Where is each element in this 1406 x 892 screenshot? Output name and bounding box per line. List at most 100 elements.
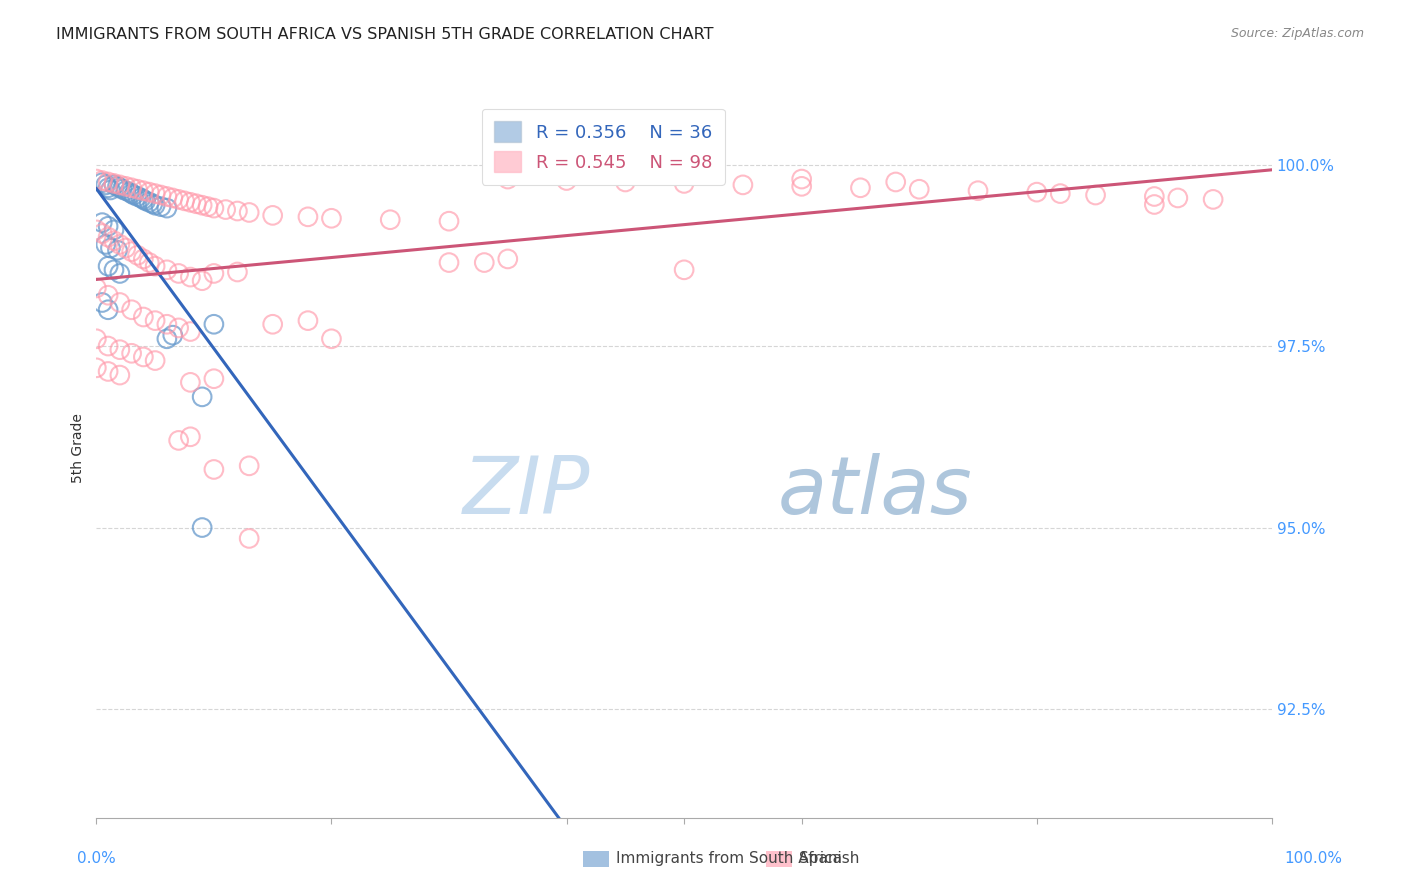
Text: ZIP: ZIP [463,453,591,531]
Point [156,332,179,346]
Point [132,252,155,266]
Point [167,434,190,448]
Point [135,194,157,208]
Point [167,321,190,335]
Point [472,255,495,269]
Point [121,346,143,360]
Point [202,318,225,332]
Point [103,262,125,277]
Point [97,339,120,353]
Point [138,185,160,199]
Point [138,195,160,210]
Point [97,230,120,244]
Point [91,173,114,187]
Text: Immigrants from South Africa: Immigrants from South Africa [616,851,842,865]
Point [1202,193,1225,207]
Point [673,177,696,191]
Point [214,202,236,217]
Point [86,281,108,295]
Point [297,210,319,224]
Point [127,189,149,203]
Point [150,188,173,202]
Point [967,184,990,198]
Point [103,177,125,191]
Point [262,208,284,222]
Point [496,252,519,266]
Point [179,270,201,285]
Point [108,181,131,195]
Point [103,178,125,192]
Point [114,184,136,198]
Point [790,179,813,194]
Point [108,267,131,281]
Point [1143,189,1166,203]
Point [673,262,696,277]
Point [191,274,214,288]
Point [555,173,578,187]
Point [143,186,166,201]
Point [91,295,114,310]
Point [1084,188,1107,202]
Point [91,216,114,230]
Point [108,295,131,310]
Point [614,175,637,189]
Point [238,458,260,473]
Point [1167,191,1189,205]
Point [496,172,519,186]
Legend: R = 0.356    N = 36, R = 0.545    N = 98: R = 0.356 N = 36, R = 0.545 N = 98 [481,109,724,185]
Point [156,201,179,215]
Point [121,244,143,259]
Point [103,234,125,248]
Point [122,188,145,202]
Point [321,332,343,346]
Point [202,267,225,281]
Point [191,198,214,212]
Point [191,520,214,534]
Point [173,194,195,208]
Point [108,343,131,357]
Point [86,223,108,237]
Point [143,198,166,212]
Point [86,332,108,346]
Point [143,259,166,273]
Point [226,204,249,219]
Point [103,223,125,237]
Point [380,212,402,227]
Point [121,181,143,195]
Point [179,195,201,210]
Point [156,262,179,277]
Y-axis label: 5th Grade: 5th Grade [72,413,86,483]
Text: atlas: atlas [778,453,973,531]
Point [186,196,208,211]
Point [167,267,190,281]
Point [731,178,754,192]
Point [94,237,117,252]
Text: 100.0%: 100.0% [1285,851,1343,865]
Point [179,325,201,339]
Point [114,179,136,194]
Point [156,318,179,332]
Point [100,183,122,197]
Point [142,196,165,211]
Point [111,182,134,196]
Point [790,172,813,186]
Point [132,184,155,198]
Point [94,178,117,192]
Point [1025,185,1047,199]
Point [121,302,143,317]
Point [202,372,225,386]
Point [121,186,143,201]
Point [91,176,114,190]
Text: 0.0%: 0.0% [77,851,117,865]
Point [108,237,131,252]
Point [108,178,131,192]
Text: Source: ZipAtlas.com: Source: ZipAtlas.com [1230,27,1364,40]
Point [97,175,120,189]
Point [129,191,152,205]
Point [156,189,179,203]
Point [884,175,907,189]
Text: Spanish: Spanish [799,851,859,865]
Point [97,259,120,273]
Point [849,181,872,195]
Text: IMMIGRANTS FROM SOUTH AFRICA VS SPANISH 5TH GRADE CORRELATION CHART: IMMIGRANTS FROM SOUTH AFRICA VS SPANISH … [56,27,714,42]
